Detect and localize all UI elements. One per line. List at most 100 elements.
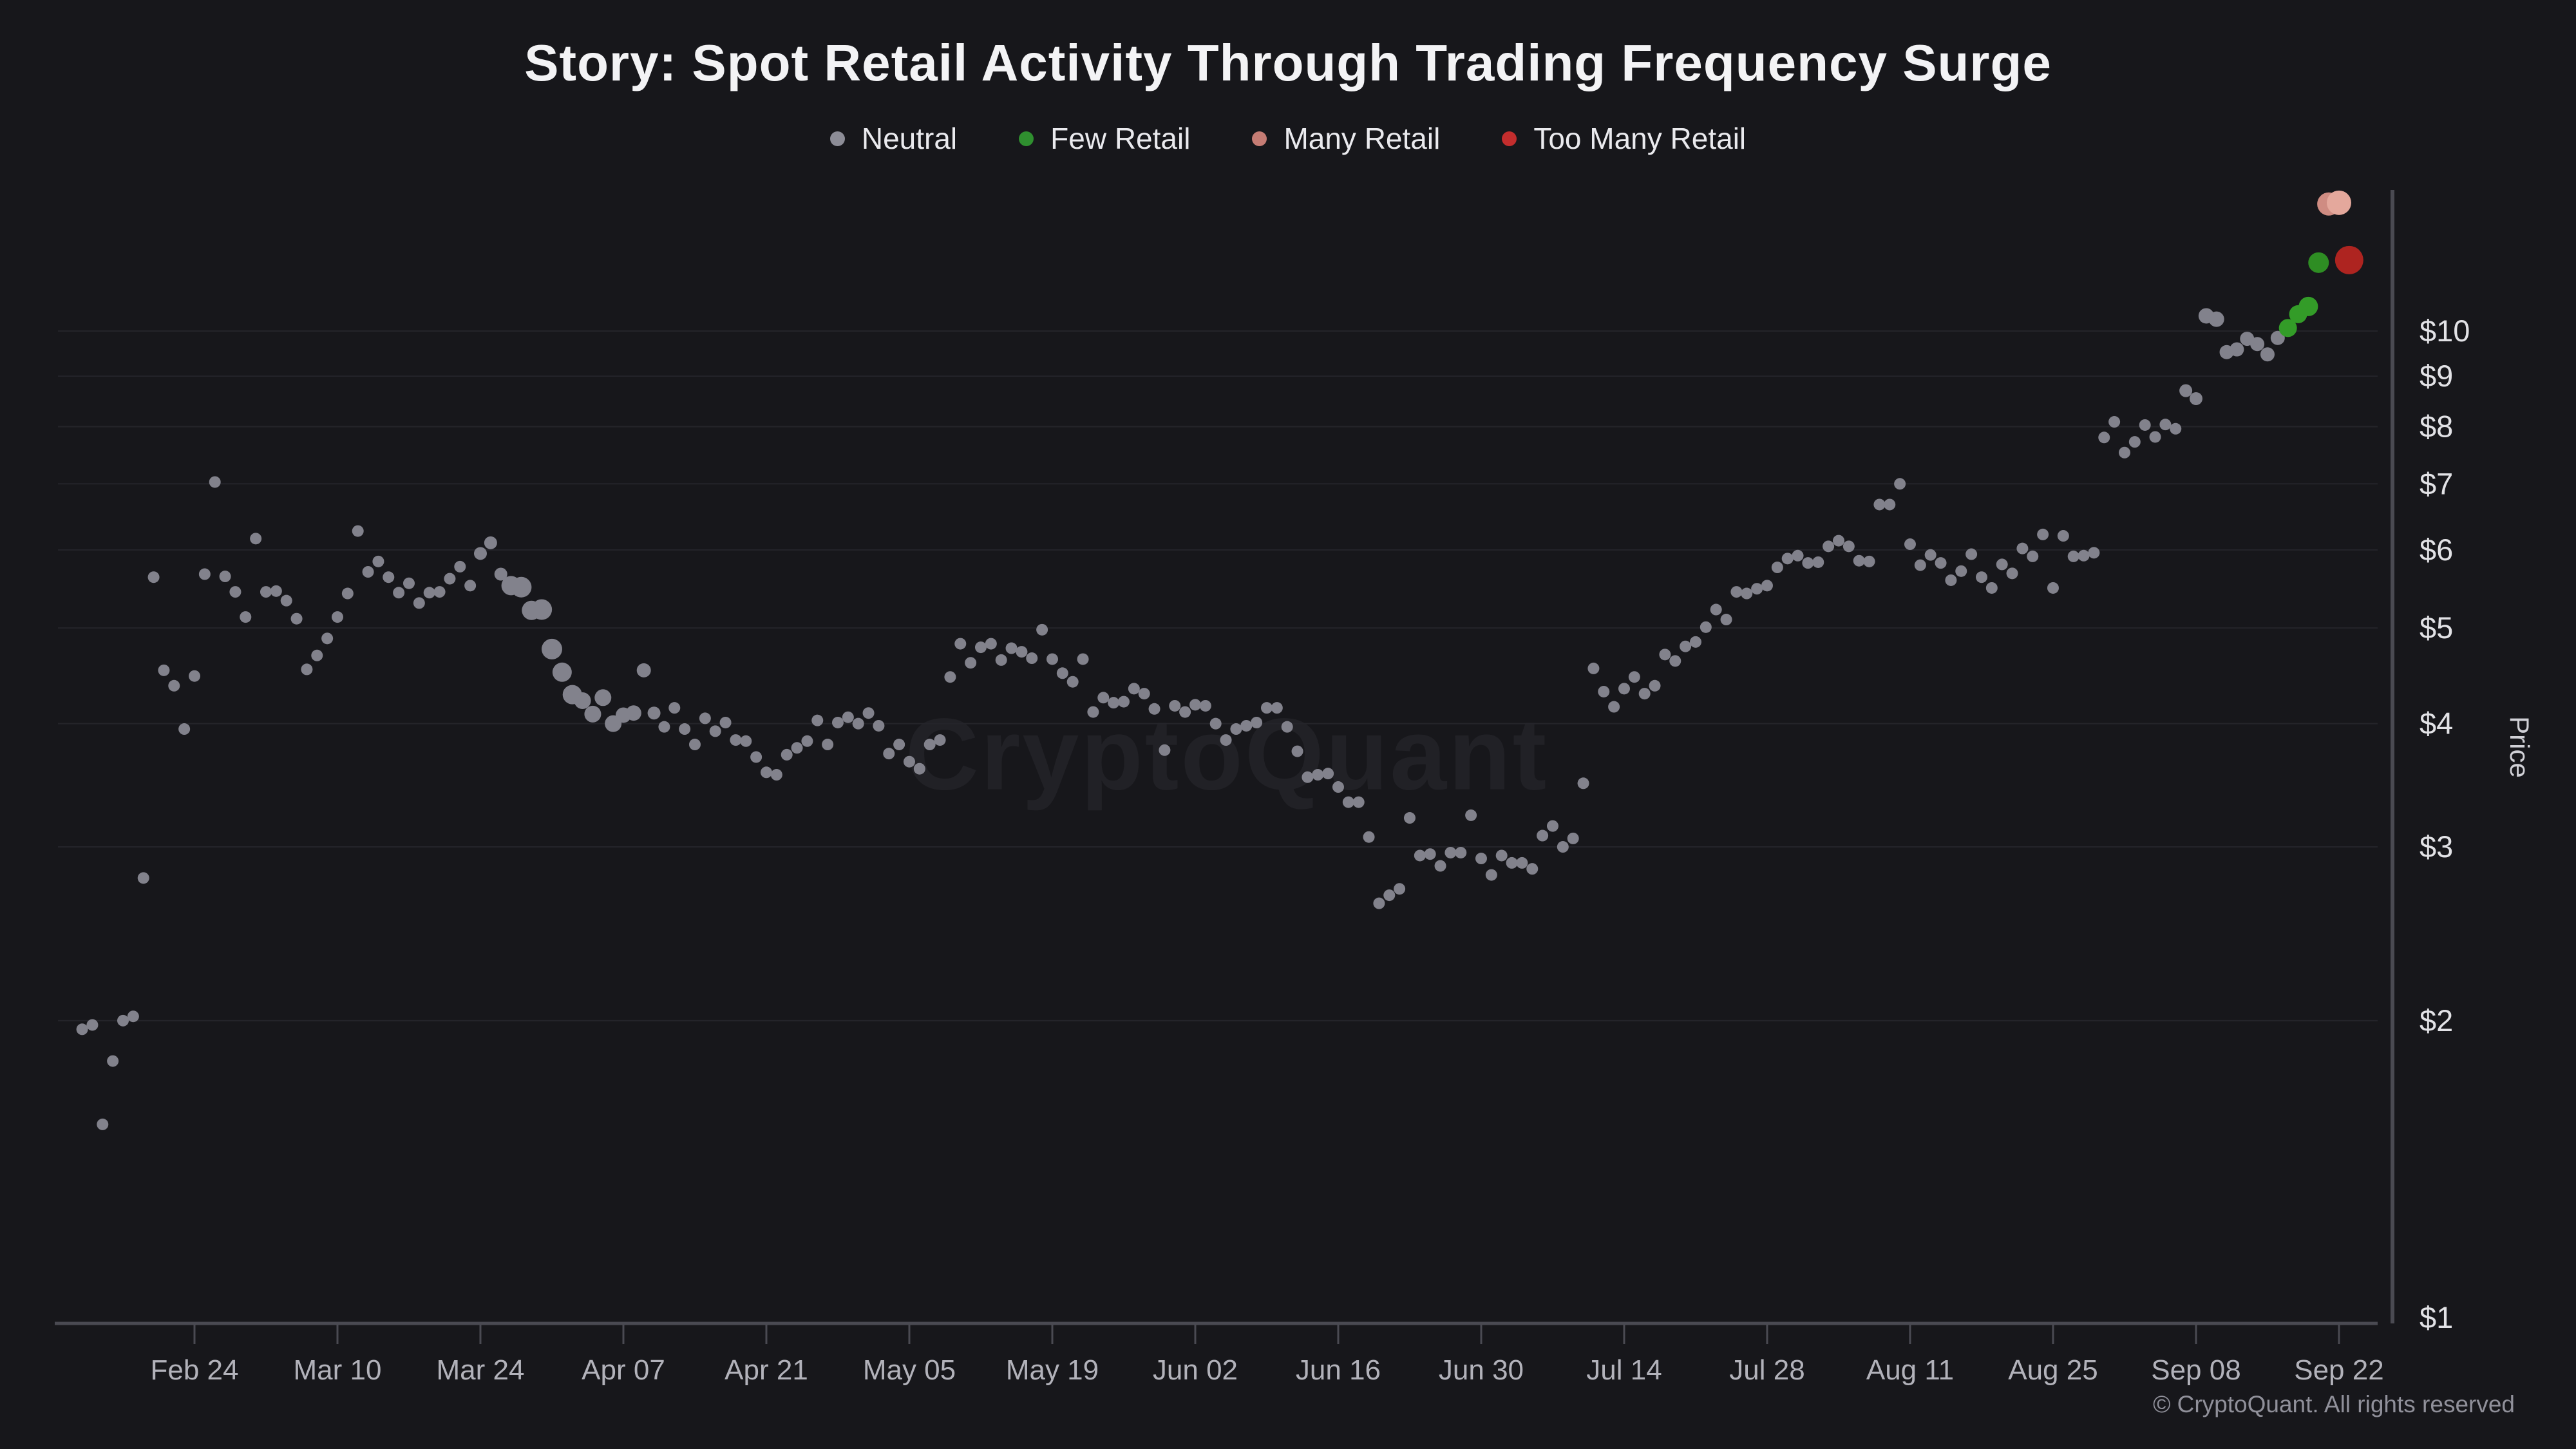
data-point[interactable]	[1710, 603, 1722, 616]
data-point[interactable]	[473, 547, 487, 560]
data-point[interactable]	[229, 586, 242, 598]
data-point[interactable]	[954, 638, 967, 650]
data-point[interactable]	[1924, 549, 1937, 561]
data-point[interactable]	[2208, 311, 2224, 327]
data-point[interactable]	[2179, 384, 2193, 397]
data-point[interactable]	[464, 580, 477, 592]
data-point[interactable]	[1363, 831, 1375, 843]
data-point[interactable]	[1975, 571, 1987, 583]
data-point[interactable]	[2326, 190, 2351, 215]
data-point[interactable]	[1403, 812, 1416, 824]
data-point[interactable]	[1761, 580, 1773, 592]
data-point[interactable]	[740, 735, 752, 747]
data-point[interactable]	[2278, 319, 2297, 337]
data-point[interactable]	[1220, 734, 1232, 746]
data-point[interactable]	[2159, 419, 2172, 431]
data-point[interactable]	[260, 586, 272, 598]
data-point[interactable]	[1159, 744, 1171, 756]
data-point[interactable]	[1700, 621, 1712, 633]
data-point[interactable]	[1689, 636, 1701, 648]
data-point[interactable]	[709, 725, 721, 737]
data-point[interactable]	[1649, 679, 1661, 692]
data-point[interactable]	[791, 742, 803, 754]
data-point[interactable]	[1026, 652, 1038, 665]
data-point[interactable]	[2128, 436, 2141, 448]
data-point[interactable]	[1771, 562, 1783, 574]
data-point[interactable]	[770, 769, 782, 781]
data-point[interactable]	[679, 723, 691, 735]
data-point[interactable]	[454, 560, 466, 573]
data-point[interactable]	[1332, 781, 1344, 793]
data-point[interactable]	[1271, 702, 1283, 714]
data-point[interactable]	[1485, 869, 1497, 881]
data-point[interactable]	[719, 716, 732, 728]
data-point[interactable]	[1792, 549, 1804, 562]
data-point[interactable]	[2098, 431, 2110, 444]
data-point[interactable]	[1546, 820, 1558, 832]
data-point[interactable]	[1179, 706, 1191, 718]
data-point[interactable]	[1414, 849, 1426, 862]
data-point[interactable]	[1669, 655, 1681, 667]
data-point[interactable]	[301, 663, 313, 676]
data-point[interactable]	[1812, 556, 1824, 568]
data-point[interactable]	[1873, 498, 1886, 511]
data-point[interactable]	[1965, 548, 1978, 560]
data-point[interactable]	[413, 597, 425, 609]
data-point[interactable]	[1955, 565, 1967, 577]
data-point[interactable]	[831, 716, 844, 728]
data-point[interactable]	[974, 641, 987, 654]
data-point[interactable]	[1117, 696, 1130, 708]
data-point[interactable]	[801, 735, 813, 747]
data-point[interactable]	[147, 571, 160, 583]
data-point[interactable]	[1894, 478, 1906, 490]
data-point[interactable]	[1016, 646, 1028, 658]
data-point[interactable]	[321, 632, 334, 645]
data-point[interactable]	[1199, 699, 1211, 712]
data-point[interactable]	[1455, 846, 1467, 858]
data-point[interactable]	[1802, 557, 1814, 569]
data-point[interactable]	[1537, 829, 1549, 842]
data-point[interactable]	[699, 712, 711, 724]
data-point[interactable]	[688, 739, 701, 751]
data-point[interactable]	[158, 664, 170, 676]
data-point[interactable]	[760, 766, 772, 779]
data-point[interactable]	[594, 689, 612, 706]
data-point[interactable]	[668, 702, 681, 714]
data-point[interactable]	[1281, 721, 1293, 733]
data-point[interactable]	[352, 525, 364, 537]
data-point[interactable]	[1853, 554, 1865, 567]
data-point[interactable]	[484, 536, 497, 549]
data-point[interactable]	[1884, 498, 1896, 511]
data-point[interactable]	[117, 1014, 129, 1027]
data-point[interactable]	[852, 717, 864, 730]
data-point[interactable]	[1302, 771, 1314, 783]
data-point[interactable]	[1914, 559, 1926, 571]
data-point[interactable]	[1251, 716, 1263, 728]
data-point[interactable]	[107, 1055, 119, 1067]
data-point[interactable]	[873, 719, 885, 732]
data-point[interactable]	[1077, 653, 1089, 665]
data-point[interactable]	[2118, 446, 2130, 459]
data-point[interactable]	[1046, 653, 1058, 665]
data-point[interactable]	[362, 565, 374, 578]
data-point[interactable]	[240, 611, 252, 623]
data-point[interactable]	[944, 671, 956, 683]
data-point[interactable]	[2189, 392, 2202, 406]
data-point[interactable]	[995, 654, 1007, 666]
data-point[interactable]	[168, 679, 180, 692]
data-point[interactable]	[1904, 538, 1916, 551]
data-point[interactable]	[1567, 832, 1579, 844]
data-point[interactable]	[574, 692, 591, 710]
data-point[interactable]	[198, 568, 211, 580]
data-point[interactable]	[2078, 549, 2090, 562]
legend-item-neutral[interactable]: Neutral	[829, 121, 957, 156]
data-point[interactable]	[2047, 582, 2059, 594]
data-point[interactable]	[1189, 699, 1201, 711]
data-point[interactable]	[1495, 849, 1508, 862]
data-point[interactable]	[647, 706, 661, 720]
data-point[interactable]	[1638, 688, 1651, 700]
data-point[interactable]	[2006, 567, 2018, 580]
data-point[interactable]	[76, 1023, 88, 1036]
data-point[interactable]	[1618, 683, 1630, 695]
data-point[interactable]	[1138, 688, 1150, 700]
